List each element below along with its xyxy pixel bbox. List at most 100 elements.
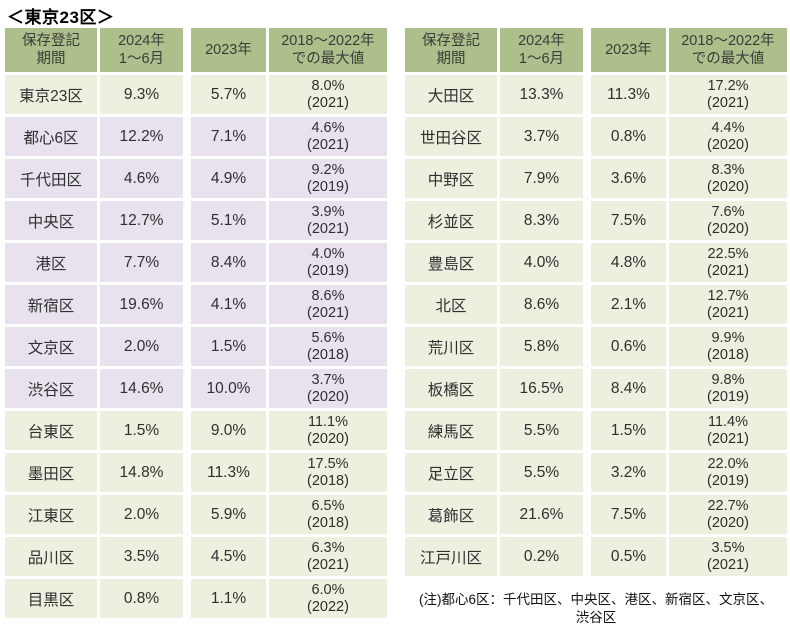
- column-spacer: [586, 159, 588, 198]
- column-spacer: [186, 495, 188, 534]
- column-header: 保存登記 期間: [405, 28, 497, 72]
- value-2024-cell: 5.5%: [500, 453, 583, 492]
- value-2023-cell: 5.1%: [191, 201, 266, 240]
- value-2024-cell: 7.7%: [100, 243, 183, 282]
- value-2023-cell: 8.4%: [191, 243, 266, 282]
- value-2024-cell: 16.5%: [500, 369, 583, 408]
- column-spacer: [586, 201, 588, 240]
- value-2024-cell: 14.6%: [100, 369, 183, 408]
- table-row: 世田谷区 3.7% 0.8% 4.4% (2020): [405, 117, 787, 156]
- ward-name-cell: 中央区: [5, 201, 97, 240]
- ward-name-cell: 港区: [5, 243, 97, 282]
- table-row: 目黒区 0.8% 1.1% 6.0% (2022): [5, 579, 387, 618]
- column-spacer: [586, 75, 588, 114]
- column-spacer: [586, 369, 588, 408]
- table-row: 北区 8.6% 2.1% 12.7% (2021): [405, 285, 787, 324]
- value-2023-cell: 11.3%: [191, 453, 266, 492]
- max-value-cell: 3.5% (2021): [669, 537, 787, 576]
- value-2024-cell: 19.6%: [100, 285, 183, 324]
- value-2024-cell: 13.3%: [500, 75, 583, 114]
- wards-table-left: 保存登記 期間 2024年 1～6月 2023年 2018～2022年 での最大値 東京…: [2, 25, 390, 621]
- ward-name-cell: 中野区: [405, 159, 497, 198]
- max-value-cell: 4.0% (2019): [269, 243, 387, 282]
- max-value-cell: 22.0% (2019): [669, 453, 787, 492]
- max-value-cell: 8.0% (2021): [269, 75, 387, 114]
- ward-name-cell: 都心6区: [5, 117, 97, 156]
- table-row: 荒川区 5.8% 0.6% 9.9% (2018): [405, 327, 787, 366]
- column-spacer: [586, 537, 588, 576]
- value-2023-cell: 3.6%: [591, 159, 666, 198]
- max-value-cell: 5.6% (2018): [269, 327, 387, 366]
- max-value-cell: 6.3% (2021): [269, 537, 387, 576]
- value-2024-cell: 2.0%: [100, 495, 183, 534]
- max-value-cell: 9.8% (2019): [669, 369, 787, 408]
- page-title: ＜東京23区＞: [7, 8, 115, 27]
- column-spacer: [586, 117, 588, 156]
- max-value-cell: 8.3% (2020): [669, 159, 787, 198]
- table-row: 大田区 13.3% 11.3% 17.2% (2021): [405, 75, 787, 114]
- max-value-cell: 6.0% (2022): [269, 579, 387, 618]
- value-2023-cell: 1.5%: [191, 327, 266, 366]
- column-spacer: [186, 201, 188, 240]
- value-2024-cell: 3.7%: [500, 117, 583, 156]
- value-2023-cell: 4.8%: [591, 243, 666, 282]
- max-value-cell: 17.5% (2018): [269, 453, 387, 492]
- value-2024-cell: 3.5%: [100, 537, 183, 576]
- column-header: 2023年: [191, 28, 266, 72]
- table-row: 中央区 12.7% 5.1% 3.9% (2021): [5, 201, 387, 240]
- value-2023-cell: 5.9%: [191, 495, 266, 534]
- value-2023-cell: 4.1%: [191, 285, 266, 324]
- table-row: 中野区 7.9% 3.6% 8.3% (2020): [405, 159, 787, 198]
- value-2024-cell: 2.0%: [100, 327, 183, 366]
- max-value-cell: 22.7% (2020): [669, 495, 787, 534]
- value-2024-cell: 12.2%: [100, 117, 183, 156]
- max-value-cell: 3.7% (2020): [269, 369, 387, 408]
- column-spacer: [186, 243, 188, 282]
- value-2024-cell: 9.3%: [100, 75, 183, 114]
- ward-name-cell: 葛飾区: [405, 495, 497, 534]
- column-header: 2024年 1～6月: [500, 28, 583, 72]
- table-row: 渋谷区 14.6% 10.0% 3.7% (2020): [5, 369, 387, 408]
- ward-name-cell: 台東区: [5, 411, 97, 450]
- max-value-cell: 11.1% (2020): [269, 411, 387, 450]
- table-row: 港区 7.7% 8.4% 4.0% (2019): [5, 243, 387, 282]
- max-value-cell: 3.9% (2021): [269, 201, 387, 240]
- table-row: 杉並区 8.3% 7.5% 7.6% (2020): [405, 201, 787, 240]
- value-2024-cell: 8.3%: [500, 201, 583, 240]
- value-2023-cell: 7.1%: [191, 117, 266, 156]
- ward-name-cell: 江東区: [5, 495, 97, 534]
- table-row: 江戸川区 0.2% 0.5% 3.5% (2021): [405, 537, 787, 576]
- table-row: 足立区 5.5% 3.2% 22.0% (2019): [405, 453, 787, 492]
- column-spacer: [186, 117, 188, 156]
- column-spacer: [186, 285, 188, 324]
- column-spacer: [186, 537, 188, 576]
- table-row: 東京23区 9.3% 5.7% 8.0% (2021): [5, 75, 387, 114]
- column-header: 2024年 1～6月: [100, 28, 183, 72]
- column-spacer: [586, 243, 588, 282]
- column-spacer: [586, 28, 588, 72]
- value-2023-cell: 7.5%: [591, 201, 666, 240]
- value-2024-cell: 14.8%: [100, 453, 183, 492]
- value-2024-cell: 4.0%: [500, 243, 583, 282]
- ward-name-cell: 東京23区: [5, 75, 97, 114]
- max-value-cell: 11.4% (2021): [669, 411, 787, 450]
- footnote-line-2: 渋谷区: [575, 610, 617, 626]
- ward-name-cell: 品川区: [5, 537, 97, 576]
- tables-container: 保存登記 期間 2024年 1～6月 2023年 2018～2022年 での最大値 東京…: [2, 25, 790, 621]
- ward-name-cell: 江戸川区: [405, 537, 497, 576]
- table-row: 都心6区 12.2% 7.1% 4.6% (2021): [5, 117, 387, 156]
- max-value-cell: 4.6% (2021): [269, 117, 387, 156]
- column-spacer: [586, 411, 588, 450]
- column-spacer: [586, 453, 588, 492]
- ward-name-cell: 渋谷区: [5, 369, 97, 408]
- ward-name-cell: 新宿区: [5, 285, 97, 324]
- ward-name-cell: 北区: [405, 285, 497, 324]
- value-2023-cell: 4.9%: [191, 159, 266, 198]
- ward-name-cell: 板橋区: [405, 369, 497, 408]
- column-header: 2023年: [591, 28, 666, 72]
- value-2024-cell: 7.9%: [500, 159, 583, 198]
- column-spacer: [586, 327, 588, 366]
- value-2024-cell: 0.2%: [500, 537, 583, 576]
- value-2023-cell: 0.6%: [591, 327, 666, 366]
- value-2024-cell: 0.8%: [100, 579, 183, 618]
